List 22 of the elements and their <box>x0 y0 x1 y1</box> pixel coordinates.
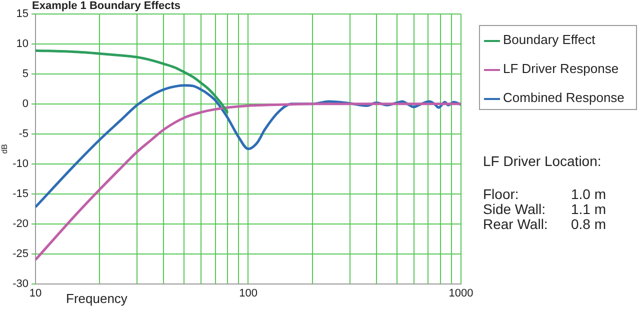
text: LF Driver Location: <box>483 153 602 169</box>
y-tick-label: 0 <box>22 98 28 110</box>
y-tick-label: -5 <box>18 128 28 140</box>
x-tick-label: 1000 <box>448 287 474 300</box>
x-tick-label: 100 <box>239 287 258 300</box>
legend-label: Combined Response <box>503 90 624 105</box>
chart-title: Example 1 Boundary Effects <box>32 0 181 12</box>
y-tick-label: 5 <box>22 68 28 80</box>
x-axis-title: Frequency <box>66 291 128 306</box>
y-tick-label: -30 <box>12 278 28 290</box>
y-tick-label: 15 <box>16 8 28 20</box>
y-tick-label: 10 <box>16 38 28 50</box>
y-tick-label: -20 <box>12 218 28 230</box>
y-axis-title: dB <box>0 144 10 154</box>
text: Floor: 1.0 m <box>483 186 606 202</box>
text: Rear Wall: 0.8 m <box>483 216 606 232</box>
y-tick-label: -15 <box>12 188 28 200</box>
text: Side Wall: 1.1 m <box>483 201 606 217</box>
legend-label: LF Driver Response <box>503 61 619 76</box>
y-tick-label: -25 <box>12 248 28 260</box>
legend-label: Boundary Effect <box>503 32 596 47</box>
y-tick-label: -10 <box>12 158 28 170</box>
